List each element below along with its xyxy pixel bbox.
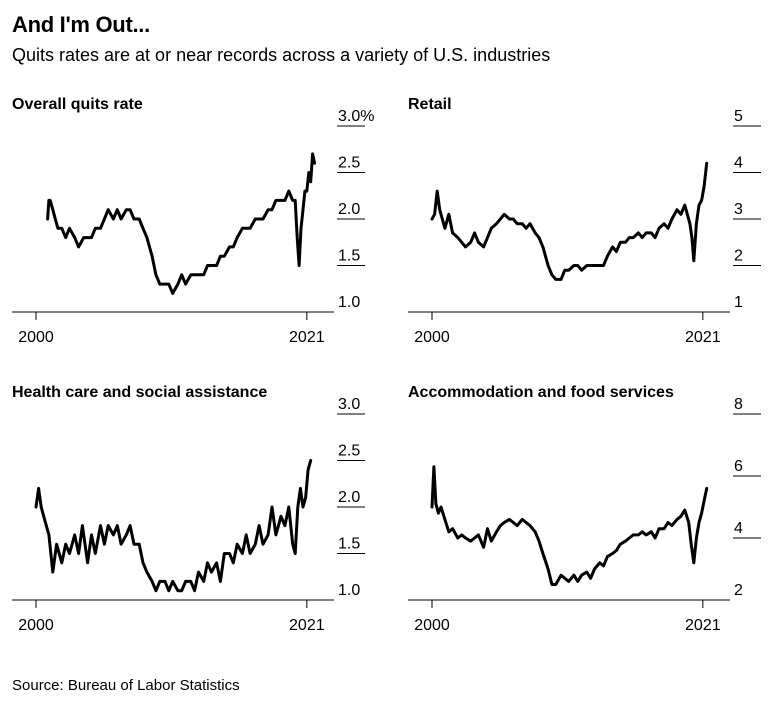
y-tick-label: 2 [734,582,743,599]
panel-title: Overall quits rate [12,96,143,113]
y-tick-label: 2.5 [338,443,360,460]
y-tick-label: 8 [734,396,743,413]
x-tick-label: 2000 [18,329,54,346]
y-tick-label: 6 [734,458,743,475]
x-tick-label: 2000 [18,617,54,634]
chart-title: And I'm Out... [12,12,150,37]
x-tick-label: 2000 [414,329,450,346]
y-tick-label: 4 [734,155,743,172]
y-tick-label: 2.0 [338,489,360,506]
panel-title: Accommodation and food services [408,384,674,401]
y-tick-label: 1.5 [338,536,360,553]
panel-title: Health care and social assistance [12,384,268,401]
y-tick-label: 1 [734,294,743,311]
chart-plot-overall-quits: 1.0 1.5 2.0 2.5 3.0% 2000 2021 [12,108,374,346]
x-tick-label: 2021 [685,617,721,634]
y-tick-label: 3.0% [338,108,374,125]
series-line [430,465,709,586]
y-tick-label: 2.5 [338,155,360,172]
panel-accommodation-food: Accommodation and food services 2 4 6 8 2000… [408,384,778,644]
y-tick-label: 1.5 [338,248,360,265]
y-tick-label: 3.0 [338,396,360,413]
series-line [430,161,709,281]
chart-subtitle: Quits rates are at or near records acros… [12,45,551,65]
x-tick-label: 2021 [685,329,721,346]
chart-plot-accommodation-food: 2 4 6 8 2000 2021 [408,396,761,634]
y-tick-label: 1.0 [338,582,360,599]
panel-title: Retail [408,96,452,113]
chart-plot-retail: 1 2 3 4 5 2000 2021 [408,108,761,346]
series-line [34,459,313,593]
panel-overall-quits: Overall quits rate 1.0 1.5 2.0 2.5 3.0% 2000 2… [12,96,382,356]
y-tick-label: 3 [734,201,743,218]
series-line [46,152,317,295]
panel-health-care: Health care and social assistance 1.0 1.5… [12,384,382,644]
panel-retail: Retail 1 2 3 4 5 2000 2021 [408,96,778,356]
y-tick-label: 4 [734,520,743,537]
y-tick-label: 5 [734,108,743,125]
y-tick-label: 1.0 [338,294,360,311]
y-tick-label: 2.0 [338,201,360,218]
x-tick-label: 2021 [289,329,325,346]
y-tick-label: 2 [734,248,743,265]
source-note: Source: Bureau of Labor Statistics [12,677,240,694]
x-tick-label: 2000 [414,617,450,634]
chart-plot-health-care: 1.0 1.5 2.0 2.5 3.0 2000 2021 [12,396,365,634]
x-tick-label: 2021 [289,617,325,634]
